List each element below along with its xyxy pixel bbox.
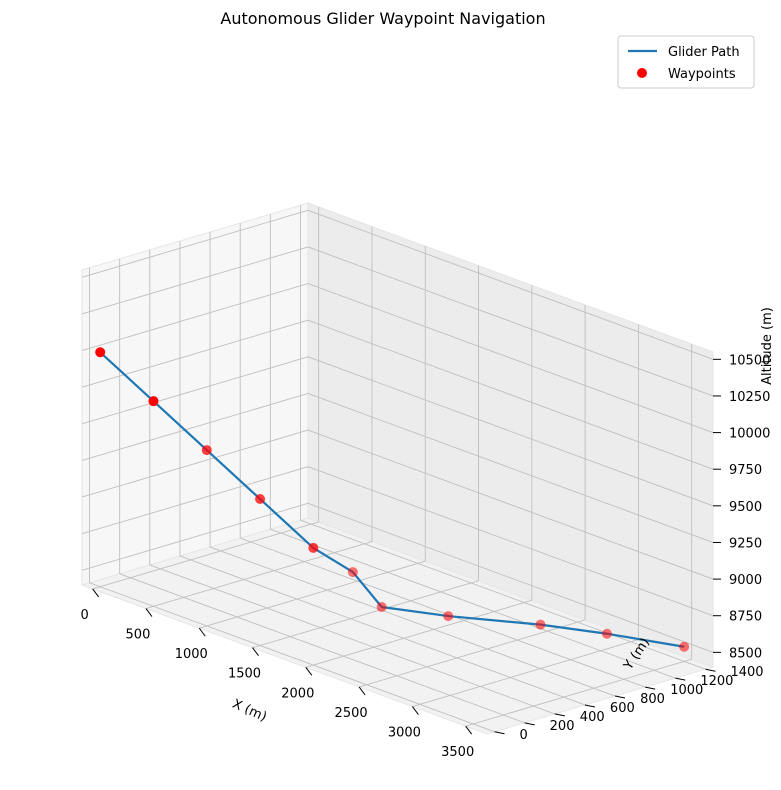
y-tick-label: 200	[550, 719, 575, 734]
tick-mark	[584, 704, 596, 708]
tick-marks: 0 500 1000 1500 2000 2500 3000 3500 0 200 400 600 80…	[81, 353, 771, 760]
waypoint-marker	[679, 641, 690, 652]
grid-z-left	[81, 466, 309, 535]
grid-y-floor	[179, 555, 586, 706]
waypoint-marker	[601, 628, 612, 639]
grid-z-left	[81, 429, 309, 498]
x-tick-label: 0	[81, 608, 89, 623]
x-axis-label: X (m)	[230, 697, 269, 725]
tick-mark	[411, 706, 419, 715]
z-tick-label: 10250	[729, 390, 770, 405]
legend-label-path: Glider Path	[668, 45, 740, 60]
tick-mark	[358, 686, 366, 696]
y-tick-label: 1000	[670, 683, 703, 698]
x-tick-label: 3500	[441, 745, 474, 760]
z-tick-label: 9750	[729, 463, 762, 478]
grid-y-floor	[119, 573, 525, 724]
grid-y-floor	[300, 519, 706, 670]
x-tick-label: 1500	[228, 667, 261, 682]
grid-z-left	[81, 283, 309, 352]
z-tick-label: 10000	[729, 427, 770, 442]
tick-mark	[705, 668, 716, 672]
x-tick-label: 2500	[335, 706, 368, 721]
tick-mark	[198, 627, 206, 637]
grid-z-back	[307, 283, 714, 434]
grid-z-left	[81, 393, 309, 461]
series-layer	[95, 347, 690, 652]
grid-y-floor	[270, 528, 676, 679]
left-pane	[81, 202, 309, 586]
x-tick-label: 1000	[175, 647, 208, 662]
grid-y-floor	[89, 582, 495, 733]
grid-z-back	[307, 209, 714, 360]
tick-mark	[614, 695, 626, 699]
legend-frame	[617, 35, 755, 89]
waypoint-marker	[308, 542, 319, 553]
grid-z-left	[81, 319, 309, 388]
y-tick-label: 0	[520, 728, 528, 743]
grid-z-left	[81, 502, 309, 571]
grid-z-back	[307, 502, 714, 653]
waypoint-marker	[201, 445, 212, 456]
x-tick-label: 3000	[388, 726, 421, 741]
grid-z-back	[307, 429, 714, 580]
grid-y-floor	[240, 537, 646, 688]
y-tick-label: 800	[640, 692, 665, 707]
grid-y-floor	[149, 564, 555, 715]
grid-z-back	[307, 356, 714, 507]
grid-z-back	[307, 393, 714, 543]
y-tick-label: 1200	[700, 674, 733, 689]
y-tick-label: 400	[580, 710, 605, 725]
z-axis-label: Altitude (m)	[760, 307, 775, 385]
tick-mark	[305, 667, 313, 676]
x-tick-label: 500	[126, 628, 151, 643]
grid-y-floor	[209, 546, 616, 697]
waypoint-marker	[148, 396, 159, 407]
z-tick-label: 8750	[729, 610, 762, 625]
z-tick-label: 9500	[729, 500, 762, 515]
tick-mark	[524, 722, 535, 726]
waypoint-marker	[255, 493, 266, 504]
grid-z-left	[81, 209, 309, 278]
grid-lines	[81, 205, 714, 733]
legend: Glider Path Waypoints	[617, 35, 755, 89]
y-tick-label: 600	[610, 701, 635, 716]
y-tick-label: 1400	[730, 665, 763, 680]
tick-mark	[675, 677, 686, 681]
tick-mark	[92, 588, 100, 598]
grid-z-back	[307, 466, 714, 617]
waypoint-marker	[347, 567, 358, 578]
x-tick-label: 2000	[281, 686, 314, 701]
waypoint-marker	[443, 611, 454, 622]
tick-mark	[554, 713, 565, 717]
tick-mark	[494, 731, 505, 735]
waypoint-marker	[95, 347, 106, 358]
chart-title: Autonomous Glider Waypoint Navigation	[220, 9, 545, 28]
legend-marker-swatch	[637, 68, 647, 78]
tick-mark	[465, 725, 473, 735]
tick-mark	[645, 686, 656, 690]
legend-label-waypoints: Waypoints	[668, 67, 736, 82]
z-tick-label: 9000	[729, 573, 762, 588]
z-tick-label: 9250	[729, 536, 762, 551]
z-tick-label: 8500	[729, 646, 762, 661]
axis-panes	[80, 202, 715, 735]
waypoint-marker	[535, 619, 546, 630]
grid-z-left	[81, 246, 309, 315]
waypoint-marker	[376, 601, 387, 612]
grid-z-back	[307, 319, 714, 470]
z-tick-label: 10500	[729, 353, 770, 368]
grid-z-back	[307, 246, 714, 397]
tick-mark	[145, 608, 153, 617]
grid-z-left	[81, 356, 309, 425]
tick-mark	[252, 647, 259, 657]
